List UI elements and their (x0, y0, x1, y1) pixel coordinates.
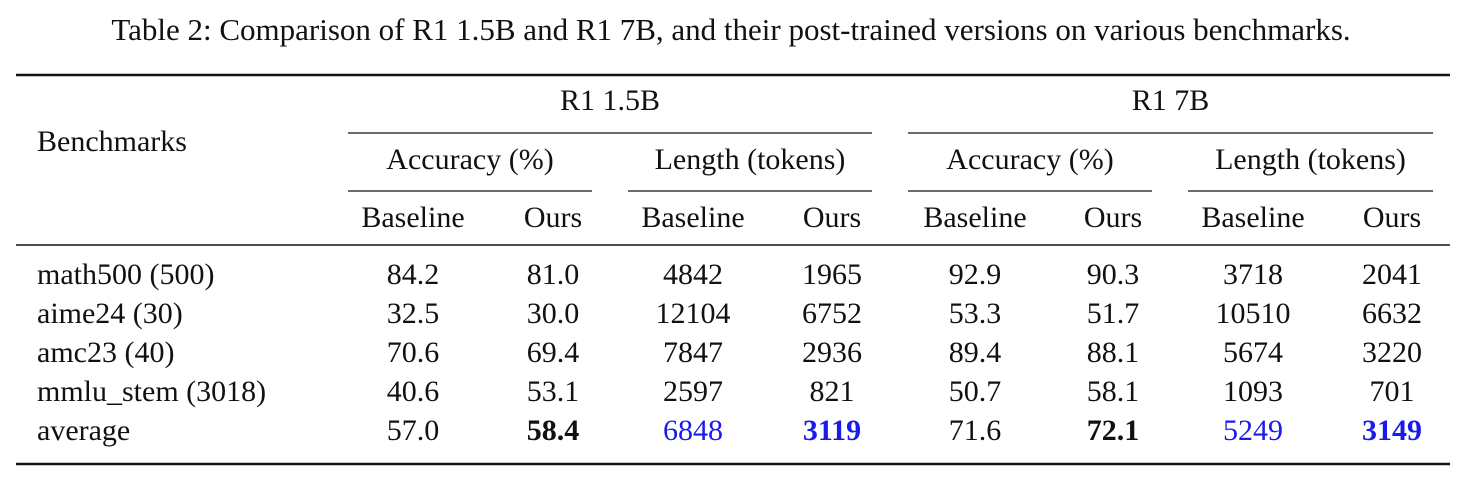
column-header: Ours (524, 201, 582, 234)
cell: 81.0 (527, 258, 580, 291)
cell: 32.5 (387, 297, 440, 330)
cell: 90.3 (1087, 258, 1140, 291)
cell: 58.4 (527, 414, 580, 447)
row-label: aime24 (30) (37, 297, 183, 330)
cell: 53.1 (527, 375, 580, 408)
model-header: R1 7B (1132, 84, 1210, 117)
cell: 12104 (656, 297, 731, 330)
cell: 2597 (663, 375, 723, 408)
cell: 53.3 (949, 297, 1002, 330)
column-header: Ours (803, 201, 861, 234)
cell: 70.6 (387, 336, 440, 369)
cell: 1965 (802, 258, 862, 291)
column-header: Ours (1363, 201, 1421, 234)
column-header: Baseline (923, 201, 1026, 234)
cell: 2041 (1362, 258, 1422, 291)
cell: 84.2 (387, 258, 440, 291)
column-header: Baseline (361, 201, 464, 234)
cell: 51.7 (1087, 297, 1140, 330)
metric-header: Length (tokens) (655, 143, 846, 176)
cell: 57.0 (387, 414, 440, 447)
cell: 701 (1370, 375, 1415, 408)
cell: 5249 (1223, 414, 1283, 447)
cell: 10510 (1216, 297, 1291, 330)
cell: 40.6 (387, 375, 440, 408)
row-label: math500 (500) (37, 258, 214, 291)
metric-header: Accuracy (%) (386, 143, 553, 176)
cell: 821 (810, 375, 855, 408)
cell: 30.0 (527, 297, 580, 330)
cell: 4842 (663, 258, 723, 291)
cell: 92.9 (949, 258, 1002, 291)
row-header: Benchmarks (37, 125, 187, 158)
metric-header: Length (tokens) (1215, 143, 1406, 176)
cell: 89.4 (949, 336, 1002, 369)
metric-header: Accuracy (%) (946, 143, 1113, 176)
row-label: average (37, 414, 130, 447)
cell: 58.1 (1087, 375, 1140, 408)
cell: 69.4 (527, 336, 580, 369)
row-label: amc23 (40) (37, 336, 174, 369)
cell: 50.7 (949, 375, 1002, 408)
cell: 72.1 (1087, 414, 1140, 447)
column-header: Baseline (641, 201, 744, 234)
cell: 6848 (663, 414, 723, 447)
cell: 3119 (803, 414, 861, 447)
column-header: Ours (1084, 201, 1142, 234)
cell: 3149 (1362, 414, 1422, 447)
caption: Table 2: Comparison of R1 1.5B and R1 7B… (111, 12, 1350, 47)
cell: 71.6 (949, 414, 1002, 447)
model-header: R1 1.5B (560, 84, 660, 117)
cell: 88.1 (1087, 336, 1140, 369)
cell: 6752 (802, 297, 862, 330)
cell: 6632 (1362, 297, 1422, 330)
cell: 7847 (663, 336, 723, 369)
cell: 5674 (1223, 336, 1283, 369)
row-label: mmlu_stem (3018) (37, 375, 266, 408)
cell: 3220 (1362, 336, 1422, 369)
cell: 2936 (802, 336, 862, 369)
cell: 3718 (1223, 258, 1283, 291)
column-header: Baseline (1201, 201, 1304, 234)
cell: 1093 (1223, 375, 1283, 408)
